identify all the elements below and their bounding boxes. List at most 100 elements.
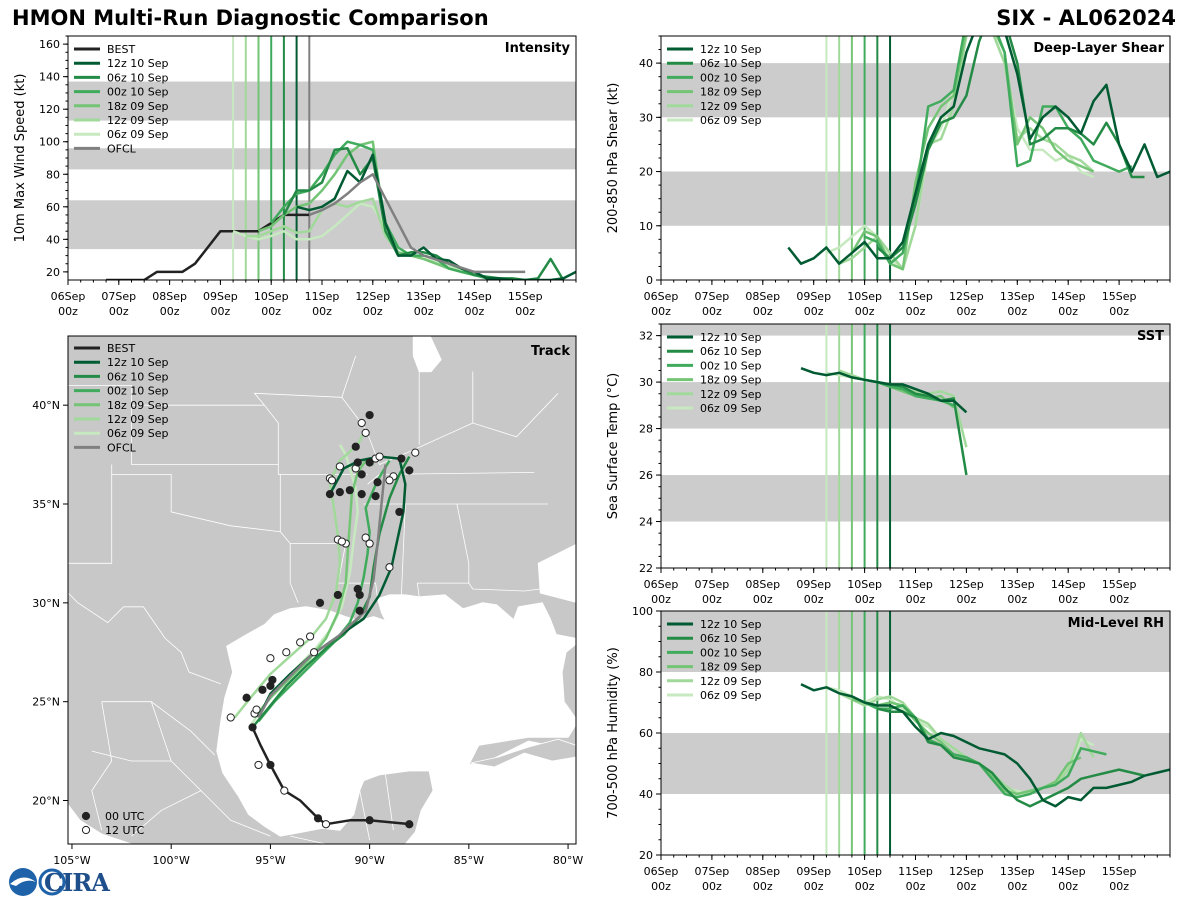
rh-xtick-sub-1: 00z bbox=[702, 880, 722, 893]
border-line-24 bbox=[359, 790, 370, 841]
shear-legend-label-00z-10-sep: 00z 10 Sep bbox=[700, 71, 762, 84]
sst-xtick-label-7: 13Sep bbox=[1000, 578, 1035, 591]
intensity-band-0 bbox=[68, 200, 576, 250]
intensity-xtick-label-6: 12Sep bbox=[355, 290, 390, 303]
rh-legend-label-12z-10-sep: 12z 10 Sep bbox=[700, 618, 762, 631]
track-point-33 bbox=[335, 488, 344, 497]
sst-legend-label-06z-10-sep: 06z 10 Sep bbox=[700, 345, 762, 358]
track-legend-label-best: BEST bbox=[107, 342, 135, 355]
shear-xtick-sub-5: 00z bbox=[906, 305, 926, 318]
track-point-55 bbox=[365, 410, 374, 420]
rh-xtick-label-8: 14Sep bbox=[1051, 865, 1086, 878]
intensity-ylabel: 10m Max Wind Speed (kt) bbox=[13, 74, 28, 243]
shear-ytick-label-3: 30 bbox=[639, 111, 653, 124]
track-point-27 bbox=[361, 533, 370, 542]
track-xtick-label-4: 85°W bbox=[454, 854, 484, 867]
intensity-xtick-label-2: 08Sep bbox=[152, 290, 187, 303]
border-line-8 bbox=[401, 503, 406, 595]
shear-xtick-label-3: 09Sep bbox=[796, 290, 831, 303]
track-point-43 bbox=[365, 458, 374, 467]
track-map: 105°W 100°W 95°W 90°W 85°W 80°W 20°N 25°N 30°N 35… bbox=[32, 335, 583, 867]
rh-legend-label-06z-09-sep: 06z 09 Sep bbox=[700, 689, 762, 702]
sst-xtick-label-8: 14Sep bbox=[1051, 578, 1086, 591]
track-ytick-label-4: 40°N bbox=[32, 399, 60, 412]
track-ytick-label-3: 35°N bbox=[32, 498, 60, 511]
track-legend-label-12z-09-sep: 12z 09 Sep bbox=[107, 413, 169, 426]
border-line-3 bbox=[68, 474, 113, 564]
track-point-11 bbox=[258, 685, 267, 694]
cira-logo-text: CIRA bbox=[44, 868, 110, 897]
track-point-23 bbox=[355, 590, 364, 600]
shear-legend-label-12z-09-sep: 12z 09 Sep bbox=[700, 100, 762, 113]
intensity-ytick-label-3: 80 bbox=[46, 168, 60, 181]
rh-ytick-label-1: 40 bbox=[639, 788, 653, 801]
track-point-47 bbox=[405, 466, 414, 475]
border-line-22 bbox=[131, 790, 202, 837]
track-point-19 bbox=[309, 648, 319, 657]
track-point-15 bbox=[266, 654, 275, 663]
rh-xtick-sub-3: 00z bbox=[804, 880, 824, 893]
shear-xtick-sub-1: 00z bbox=[702, 305, 722, 318]
intensity-xtick-label-8: 14Sep bbox=[457, 290, 492, 303]
track-point-38 bbox=[327, 476, 337, 485]
intensity-xtick-label-7: 13Sep bbox=[406, 290, 441, 303]
sst-legend-label-06z-09-sep: 06z 09 Sep bbox=[700, 402, 762, 415]
rh-series-06z-10-sep bbox=[877, 707, 1145, 808]
sst-xtick-label-9: 15Sep bbox=[1102, 578, 1137, 591]
intensity-legend-label-12z-10-sep: 12z 10 Sep bbox=[107, 57, 169, 70]
shear-legend-label-06z-09-sep: 06z 09 Sep bbox=[700, 114, 762, 127]
shear-xtick-label-2: 08Sep bbox=[745, 290, 780, 303]
rh-legend-label-00z-10-sep: 00z 10 Sep bbox=[700, 646, 762, 659]
track-point-3 bbox=[280, 786, 289, 795]
intensity-xtick-sub-6: 00z bbox=[363, 305, 383, 318]
sst-ytick-label-0: 22 bbox=[639, 562, 653, 575]
shear-xtick-sub-4: 00z bbox=[855, 305, 875, 318]
intensity-title: Intensity bbox=[505, 41, 571, 56]
sst-legend-label-12z-10-sep: 12z 10 Sep bbox=[700, 331, 762, 344]
shear-band-1 bbox=[661, 63, 1170, 118]
intensity-xtick-sub-2: 00z bbox=[160, 305, 180, 318]
track-xtick-label-1: 100°W bbox=[153, 854, 190, 867]
rh-xtick-sub-6: 00z bbox=[957, 880, 977, 893]
cira-ring-icon bbox=[38, 868, 66, 896]
sst-series-12z-10-sep bbox=[800, 367, 968, 414]
track-marker-legend-dot-1 bbox=[81, 825, 91, 835]
intensity-chart: 20 40 60 80 100 120 140 160 06Sep 00z 07Sep 00z 08Se… bbox=[13, 35, 577, 318]
intensity-xtick-label-0: 06Sep bbox=[51, 290, 86, 303]
intensity-series-ofcl bbox=[308, 173, 526, 274]
intensity-xtick-sub-8: 00z bbox=[465, 305, 485, 318]
intensity-series-18z-09-sep bbox=[258, 140, 475, 277]
sst-xtick-label-0: 06Sep bbox=[644, 578, 679, 591]
sst-ytick-label-2: 26 bbox=[639, 469, 653, 482]
track-point-16 bbox=[282, 648, 291, 657]
track-marker-legend-dot-0 bbox=[81, 811, 91, 821]
border-line-23 bbox=[290, 835, 327, 844]
intensity-legend-label-06z-10-sep: 06z 10 Sep bbox=[107, 71, 169, 84]
track-point-51 bbox=[411, 448, 420, 457]
rh-xtick-label-2: 08Sep bbox=[745, 865, 780, 878]
sst-ytick-label-3: 28 bbox=[639, 423, 653, 436]
border-line-16 bbox=[367, 474, 380, 485]
intensity-ytick-label-5: 120 bbox=[39, 103, 60, 116]
track-point-45 bbox=[375, 452, 384, 461]
track-point-52 bbox=[351, 442, 360, 451]
shear-xtick-label-8: 14Sep bbox=[1051, 290, 1086, 303]
track-point-5 bbox=[248, 723, 257, 732]
track-ytick-label-2: 30°N bbox=[32, 597, 60, 610]
shear-series-12z-10-sep bbox=[787, 36, 1170, 265]
noaa-logo-icon bbox=[9, 868, 37, 896]
shear-xtick-sub-9: 00z bbox=[1109, 305, 1129, 318]
intensity-xtick-label-4: 10Sep bbox=[254, 290, 289, 303]
shear-xtick-sub-8: 00z bbox=[1058, 305, 1078, 318]
rh-xtick-label-7: 13Sep bbox=[1000, 865, 1035, 878]
sst-chart: 22 24 26 28 30 32 06Sep 00z 07Sep 00z 08Sep 00z 09Se… bbox=[606, 323, 1171, 606]
rh-ylabel: 700-500 hPa Humidity (%) bbox=[606, 647, 621, 819]
shear-xtick-sub-3: 00z bbox=[804, 305, 824, 318]
intensity-xtick-label-5: 11Sep bbox=[305, 290, 340, 303]
track-point-30 bbox=[337, 537, 346, 546]
track-point-8 bbox=[226, 713, 235, 722]
intensity-ytick-label-6: 140 bbox=[39, 71, 60, 84]
intensity-xtick-sub-7: 00z bbox=[414, 305, 434, 318]
track-legend-label-00z-10-sep: 00z 10 Sep bbox=[107, 385, 169, 398]
intensity-legend-label-06z-09-sep: 06z 09 Sep bbox=[107, 128, 169, 141]
